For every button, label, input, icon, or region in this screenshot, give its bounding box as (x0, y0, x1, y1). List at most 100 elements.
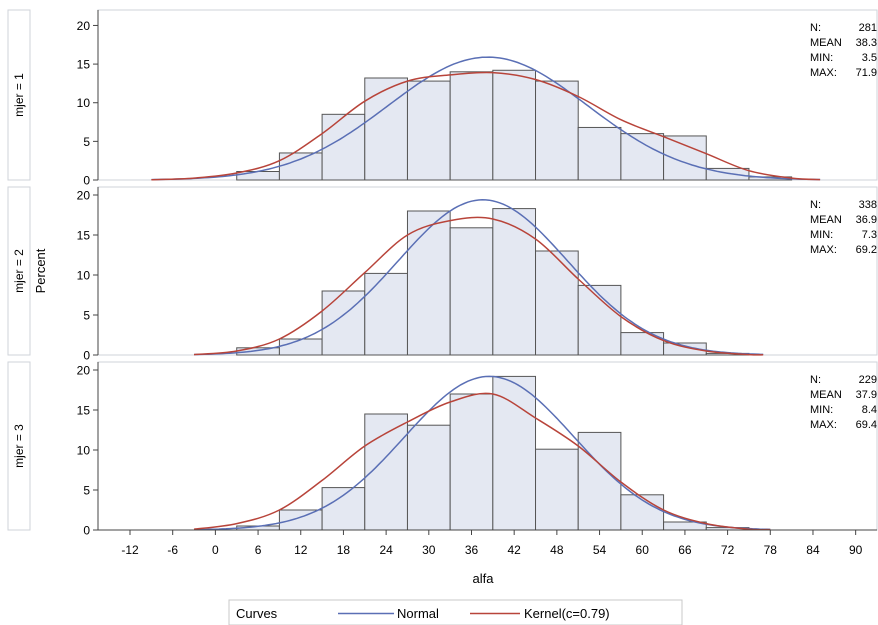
histogram-bar (364, 77, 408, 181)
x-tick-label: 60 (636, 543, 650, 557)
histogram-bar (406, 80, 451, 181)
stat-value-mean: 37.9 (856, 389, 877, 401)
x-tick-label: 36 (465, 543, 479, 557)
histogram-bar (449, 393, 494, 531)
histogram-bar (321, 487, 366, 531)
stat-value-mean: 38.3 (856, 37, 877, 49)
normal-curve (194, 375, 771, 531)
stat-label-mean: MEAN (810, 389, 842, 401)
y-tick-label: 0 (83, 524, 90, 538)
histogram-bar (321, 290, 366, 356)
x-tick-label: 42 (507, 543, 521, 557)
panel-label-box (7, 361, 31, 531)
histogram-bar (705, 167, 750, 181)
stat-label-mean: MEAN (810, 214, 842, 226)
y-tick-label: 15 (77, 229, 91, 243)
x-axis-label: alfa (473, 571, 495, 586)
x-tick-label: 72 (721, 543, 735, 557)
y-tick-label: 15 (77, 58, 91, 72)
y-tick-label: 5 (83, 484, 90, 498)
histogram-bar (577, 284, 622, 356)
stat-label-max: MAX: (810, 419, 837, 431)
x-tick-label: 12 (294, 543, 308, 557)
histogram-bar (449, 71, 494, 181)
stat-value-n: 338 (859, 199, 877, 211)
x-tick-label: 24 (379, 543, 393, 557)
histogram-bar (278, 338, 323, 356)
normal-curve (194, 199, 764, 356)
y-tick-label: 10 (77, 444, 91, 458)
y-tick-label: 10 (77, 96, 91, 110)
panel-label: mjer = 2 (12, 249, 26, 293)
histogram-bar (278, 509, 323, 531)
stat-value-max: 69.2 (856, 244, 877, 256)
panel-label: mjer = 3 (12, 424, 26, 468)
histogram-bar (406, 210, 451, 356)
histogram-bar (236, 171, 280, 181)
kernel-curve (193, 392, 771, 531)
x-tick-label: 90 (849, 543, 863, 557)
histogram-bar (406, 424, 451, 531)
stat-value-min: 8.4 (862, 404, 877, 416)
panel-label-box (7, 9, 31, 181)
histogram-bar (577, 126, 622, 181)
legend-title: Curves (236, 606, 278, 621)
stat-label-min: MIN: (810, 52, 833, 64)
histogram-bar (492, 208, 537, 356)
legend-kernel-label: Kernel(c=0.79) (524, 606, 610, 621)
histogram-bar (620, 133, 665, 181)
panel-2: mjer = 2 0 5 10 15 20 N: 338 MEAN 36.9 MIN: 7.3 MAX:… (7, 186, 878, 363)
histogram-bar (321, 113, 366, 181)
x-tick-label: 48 (550, 543, 564, 557)
panel-3: mjer = 3 0 5 10 15 20 N: 229 MEAN 37.9 MIN: 8.4 MAX:… (7, 361, 878, 538)
kernel-curve (151, 71, 821, 181)
x-tick-label: 54 (593, 543, 607, 557)
y-tick-label: 10 (77, 269, 91, 283)
panel-label: mjer = 1 (12, 73, 26, 117)
y-tick-label: 20 (77, 189, 91, 203)
panel-label-box (7, 186, 31, 356)
y-axis-label: Percent (33, 248, 48, 293)
y-tick-label: 20 (77, 19, 91, 33)
stat-value-max: 71.9 (856, 67, 877, 79)
y-tick-label: 15 (77, 404, 91, 418)
panels-layer: mjer = 1 0 5 10 15 20 N: 281 MEAN 38.3 MIN: 3.5 MAX:… (7, 9, 878, 557)
histogram-bar (492, 69, 537, 181)
stat-value-min: 7.3 (862, 229, 877, 241)
histogram-bar (449, 227, 494, 356)
stat-value-min: 3.5 (862, 52, 877, 64)
stat-value-max: 69.4 (856, 419, 877, 431)
histogram-bar (663, 135, 707, 181)
x-tick-label: -6 (167, 543, 178, 557)
stat-value-mean: 36.9 (856, 214, 877, 226)
stat-label-n: N: (810, 374, 821, 386)
x-tick-label: 78 (764, 543, 778, 557)
histogram-bar (577, 431, 622, 531)
histogram-bar (364, 272, 408, 356)
kernel-curve (193, 216, 764, 356)
x-tick-label: 66 (678, 543, 692, 557)
y-tick-label: 5 (83, 135, 90, 149)
x-tick-label: 18 (337, 543, 351, 557)
panel-1: mjer = 1 0 5 10 15 20 N: 281 MEAN 38.3 MIN: 3.5 MAX:… (7, 9, 878, 188)
legend-normal-label: Normal (397, 606, 439, 621)
y-tick-label: 5 (83, 309, 90, 323)
x-tick-label: -12 (121, 543, 139, 557)
histogram-bar (535, 80, 579, 181)
stat-value-n: 229 (859, 374, 877, 386)
stat-label-max: MAX: (810, 67, 837, 79)
stat-label-min: MIN: (810, 229, 833, 241)
histogram-bar (236, 347, 280, 356)
histogram-bar (535, 448, 579, 531)
y-tick-label: 0 (83, 349, 90, 363)
y-tick-label: 0 (83, 174, 90, 188)
stat-value-n: 281 (859, 22, 877, 34)
x-tick-label: 0 (212, 543, 219, 557)
normal-curve (151, 56, 821, 181)
histogram-bar (663, 342, 707, 356)
stat-label-mean: MEAN (810, 37, 842, 49)
histogram-bar (535, 250, 579, 356)
x-tick-label: 6 (255, 543, 262, 557)
stat-label-n: N: (810, 22, 821, 34)
